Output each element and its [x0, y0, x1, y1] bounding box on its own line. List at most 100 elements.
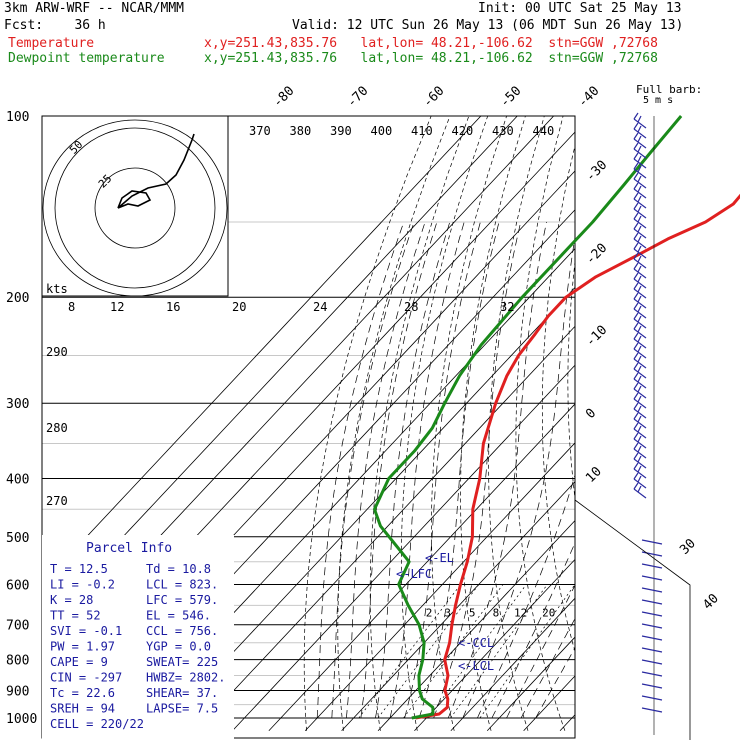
barb-staff — [633, 128, 647, 139]
barb-staff — [633, 448, 647, 459]
wind-barb — [641, 695, 663, 701]
dry-adiabat-line — [369, 116, 470, 731]
dry-adiabat-line — [303, 116, 432, 731]
pressure-tick-label: 900 — [6, 684, 29, 699]
pressure-tick-label: 300 — [6, 397, 29, 412]
barb-staff — [633, 328, 647, 339]
hodograph-ring — [54, 127, 216, 289]
wind-barb — [633, 182, 647, 199]
plot-border — [41, 115, 576, 739]
barb-flag — [633, 382, 639, 390]
barb-staff — [633, 168, 647, 179]
barb-flag — [637, 245, 642, 253]
barb-flag — [637, 455, 642, 463]
barb-flag — [637, 235, 642, 243]
barb-flag — [633, 222, 639, 230]
mixing-ratio-label: 2 — [426, 607, 433, 620]
parcel-info-row-left: T = 12.5 — [50, 562, 108, 576]
barb-flag — [633, 392, 639, 400]
theta-tick-label: 280 — [46, 421, 68, 435]
mixing-ratio-line — [377, 584, 480, 719]
barb-staff — [633, 278, 647, 289]
mixing-ratio-label: 12 — [514, 607, 527, 620]
barb-flag — [633, 182, 639, 190]
barb-staff — [633, 398, 647, 409]
parcel-info-row-left: SVI = -0.1 — [50, 624, 122, 638]
wind-barb — [633, 222, 647, 239]
wind-barb — [633, 362, 647, 379]
level-marker: <-CCL — [458, 636, 494, 650]
barb-flag — [637, 175, 642, 183]
wind-barb — [633, 142, 647, 159]
barb-staff — [633, 368, 647, 379]
barb-staff — [633, 388, 647, 399]
wind-barb — [633, 202, 647, 219]
wind-barb — [641, 683, 663, 689]
isotherm-tick-label: 10 — [583, 464, 605, 486]
theta-tick-label: 410 — [411, 124, 433, 138]
moist-adiabat-line — [506, 584, 575, 719]
barb-flag — [633, 442, 639, 450]
wind-barb — [641, 635, 663, 641]
isotherm-line — [523, 675, 575, 732]
pressure-tick-label: 800 — [6, 654, 29, 669]
parcel-info-row-left: TT = 52 — [50, 609, 101, 623]
wind-barb — [633, 262, 647, 279]
wind-barb — [633, 252, 647, 269]
mixing-ratio-line — [479, 584, 575, 719]
wind-barb — [633, 322, 647, 339]
wind-barb — [641, 587, 663, 593]
theta-tick-label: 400 — [371, 124, 393, 138]
wind-barb — [633, 412, 647, 429]
isotherm-tick-label: -30 — [583, 158, 610, 185]
barb-flag — [637, 305, 642, 313]
wind-barb — [633, 242, 647, 259]
right-axis-label: 30 — [677, 536, 699, 558]
pressure-tick-label: 600 — [6, 578, 29, 593]
barb-flag — [633, 322, 639, 330]
barb-staff — [633, 218, 647, 229]
barb-flag — [637, 395, 642, 403]
barb-flag — [637, 335, 642, 343]
barb-flag — [637, 365, 642, 373]
barb-flag — [633, 192, 639, 200]
barb-staff — [633, 308, 647, 319]
barb-staff — [633, 338, 647, 349]
parcel-info-row-right: SWEAT= 225 — [146, 655, 218, 669]
isotherm-line — [232, 364, 575, 732]
moist-adiabat-line — [520, 617, 575, 719]
temperature-location: x,y=251.43,835.76 lat,lon= 48.21,-106.62… — [204, 36, 658, 51]
pressure-tick-label: 200 — [6, 291, 29, 306]
forecast-label: Fcst: 36 h — [4, 18, 106, 33]
barb-flag — [637, 265, 642, 273]
parcel-info-row-left: PW = 1.97 — [50, 640, 115, 654]
barb-flag — [637, 275, 642, 283]
valid-time: Valid: 12 UTC Sun 26 May 13 (06 MDT Sun … — [292, 18, 684, 33]
isotherm-line — [304, 442, 575, 732]
isotherm-line — [377, 519, 575, 732]
moist-adiabat-line — [535, 647, 575, 719]
dewpoint-profile-line — [373, 115, 683, 720]
moist-adiabat-line — [462, 235, 575, 719]
wind-barb — [641, 623, 663, 629]
barb-flag — [637, 135, 642, 143]
dry-adiabat-line — [686, 116, 740, 731]
barb-flag — [637, 375, 642, 383]
barb-staff — [633, 138, 647, 149]
barb-flag — [633, 472, 639, 480]
wind-barb — [641, 659, 663, 665]
wind-barb — [633, 422, 647, 439]
wind-barb — [633, 462, 647, 479]
barb-flag — [633, 272, 639, 280]
hodograph-speed-label: 8 — [68, 300, 75, 314]
wind-barb — [633, 292, 647, 309]
barb-staff — [633, 148, 647, 159]
barb-flag — [637, 145, 642, 153]
theta-tick-label: 380 — [290, 124, 312, 138]
dry-adiabat-line — [515, 116, 566, 731]
isotherm-tick-label: -40 — [575, 84, 602, 111]
hodograph-speed-label: 12 — [110, 300, 124, 314]
hodograph-speed-label: 20 — [232, 300, 246, 314]
wind-barb — [641, 539, 663, 545]
